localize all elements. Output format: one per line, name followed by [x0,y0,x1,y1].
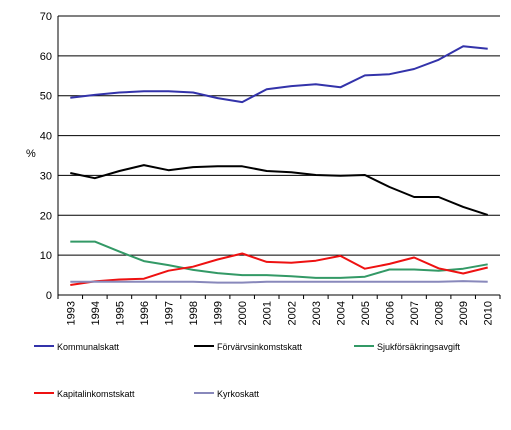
y-tick-label: 30 [40,170,52,182]
series-line-sjukförsäkringsavgift [70,240,488,279]
gridlines [58,15,500,256]
x-tick-label: 1994 [90,301,102,325]
x-tick-label: 1998 [188,301,200,325]
x-tick-label: 2003 [311,301,323,325]
x-tick-label: 1999 [213,301,225,325]
x-tick-label: 2001 [262,301,274,325]
x-tick-label: 2002 [286,301,298,325]
series-line-kyrkoskatt [70,280,488,284]
series-line-förvärvsinkomstskatt [70,164,489,216]
legend-label: Sjukförsäkringsavgift [377,342,461,352]
x-tick-label: 2000 [237,301,249,325]
x-tick-label: 2005 [360,301,372,325]
legend: Kommunalskatt Förvärvsinkomstskatt Sjukför… [34,342,461,399]
x-tick-label: 2004 [335,301,347,325]
tick-labels: 0 10 20 30 40 50 60 70 1993 1994 1995 1996 1997 1998 1… [40,11,495,325]
legend-label: Kommunalskatt [57,342,120,352]
y-axis-label: % [26,148,36,160]
y-tick-label: 40 [40,131,52,143]
legend-label: Kapitalinkomstskatt [57,389,135,399]
y-tick-label: 60 [40,51,52,63]
legend-label: Kyrkoskatt [217,389,260,399]
x-tick-label: 1993 [65,301,77,325]
series-line-kapitalinkomstskatt [70,252,488,286]
x-tick-label: 1995 [114,301,126,325]
x-tick-label: 2008 [434,301,446,325]
y-tick-label: 50 [40,91,52,103]
y-tick-label: 0 [46,290,52,302]
y-tick-label: 10 [40,250,52,262]
y-tick-label: 20 [40,210,52,222]
legend-label: Förvärvsinkomstskatt [217,342,303,352]
x-tick-label: 2010 [483,301,495,325]
x-tick-label: 2007 [409,301,421,325]
series-line-kommunalskatt [70,45,488,104]
x-tick-label: 2009 [458,301,470,325]
series-lines [70,45,489,286]
y-tick-label: 70 [40,11,52,23]
x-tick-label: 1997 [164,301,176,325]
x-tick-label: 2006 [385,301,397,325]
x-tick-label: 1996 [139,301,151,325]
axes [57,16,501,299]
